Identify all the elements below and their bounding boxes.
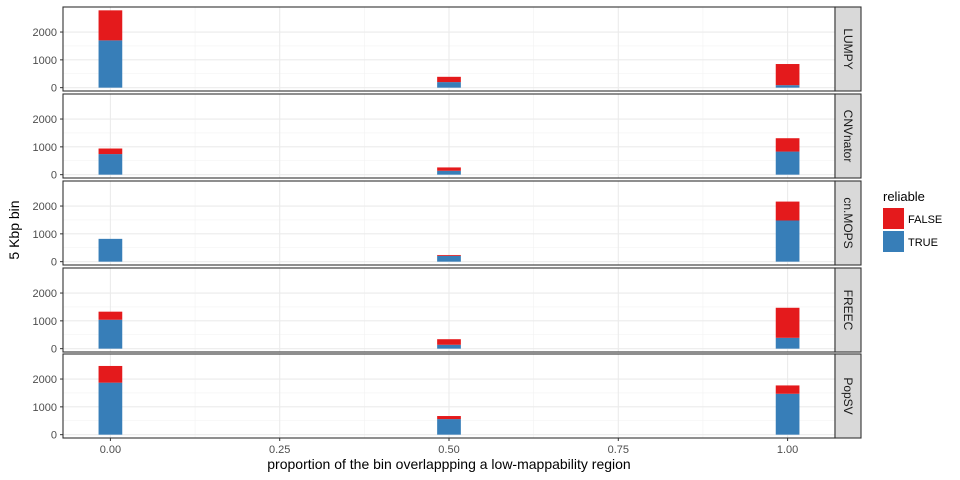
facet-strip-label: FREEC [841, 290, 855, 331]
facet-strip-label: cn.MOPS [841, 197, 855, 248]
x-tick-label: 1.00 [777, 444, 798, 456]
x-tick-label: 0.25 [269, 444, 290, 456]
facet-strip [834, 93, 862, 179]
bar-segment-false [437, 76, 461, 83]
bar-segment-false [775, 201, 800, 221]
bar-segment-true [437, 82, 461, 88]
bar-segment-false [98, 148, 123, 155]
y-tick-label: 1000 [33, 402, 57, 414]
bar-segment-false [98, 10, 123, 41]
y-tick-label: 2000 [33, 288, 57, 300]
y-tick-label: 2000 [33, 201, 57, 213]
y-tick-label: 2000 [33, 27, 57, 39]
legend-label-false: FALSE [908, 214, 942, 226]
y-tick-label: 2000 [33, 114, 57, 126]
bar-segment-false [437, 167, 461, 171]
bar-segment-true [98, 40, 123, 88]
bar-segment-true [98, 382, 123, 435]
bar-segment-false [775, 64, 800, 86]
x-tick-label: 0.50 [438, 444, 459, 456]
bar-segment-true [437, 344, 461, 349]
facet-strip-label: LUMPY [841, 28, 855, 69]
bar-segment-true [437, 255, 461, 262]
bar-segment-false [98, 365, 123, 383]
legend-key-false [883, 208, 904, 229]
facet-strip [834, 267, 862, 353]
bar-segment-true [437, 170, 461, 175]
bar-segment-true [98, 154, 123, 175]
bar-segment-false [437, 254, 461, 256]
legend: reliable FALSE TRUE [883, 189, 942, 252]
bar-segment-true [775, 337, 800, 349]
legend-label-true: TRUE [908, 237, 938, 249]
y-tick-label: 1000 [33, 55, 57, 67]
facet-strip [834, 180, 862, 266]
y-tick-label: 0 [51, 83, 57, 95]
y-tick-label: 0 [51, 257, 57, 269]
bar-segment-true [775, 393, 800, 435]
y-tick-label: 2000 [33, 374, 57, 386]
bar-segment-false [775, 385, 800, 394]
legend-title: reliable [883, 189, 925, 204]
bar-segment-true [98, 319, 123, 349]
bar-segment-true [775, 220, 800, 262]
y-tick-label: 1000 [33, 229, 57, 241]
bar-segment-true [98, 238, 123, 262]
facet-strip [834, 353, 862, 439]
facet-strip-label: CNVnator [841, 110, 855, 163]
bar-segment-true [775, 151, 800, 175]
y-axis-title: 5 Kbp bin [6, 200, 22, 259]
facet-strip-label: PopSV [841, 377, 855, 414]
x-tick-label: 0.00 [100, 444, 121, 456]
bar-segment-false [437, 416, 461, 420]
facet-strip [834, 6, 862, 92]
y-tick-label: 0 [51, 430, 57, 442]
legend-key-true [883, 231, 904, 252]
bar-segment-false [437, 339, 461, 345]
x-axis-title: proportion of the bin overlappping a low… [267, 456, 630, 472]
x-tick-label: 0.75 [608, 444, 629, 456]
y-tick-label: 1000 [33, 142, 57, 154]
y-tick-label: 1000 [33, 316, 57, 328]
bar-segment-false [98, 311, 123, 320]
y-tick-label: 0 [51, 344, 57, 356]
bar-segment-false [775, 138, 800, 152]
bar-segment-true [775, 85, 800, 88]
bar-segment-false [775, 307, 800, 338]
y-tick-label: 0 [51, 170, 57, 182]
bar-segment-true [437, 419, 461, 435]
